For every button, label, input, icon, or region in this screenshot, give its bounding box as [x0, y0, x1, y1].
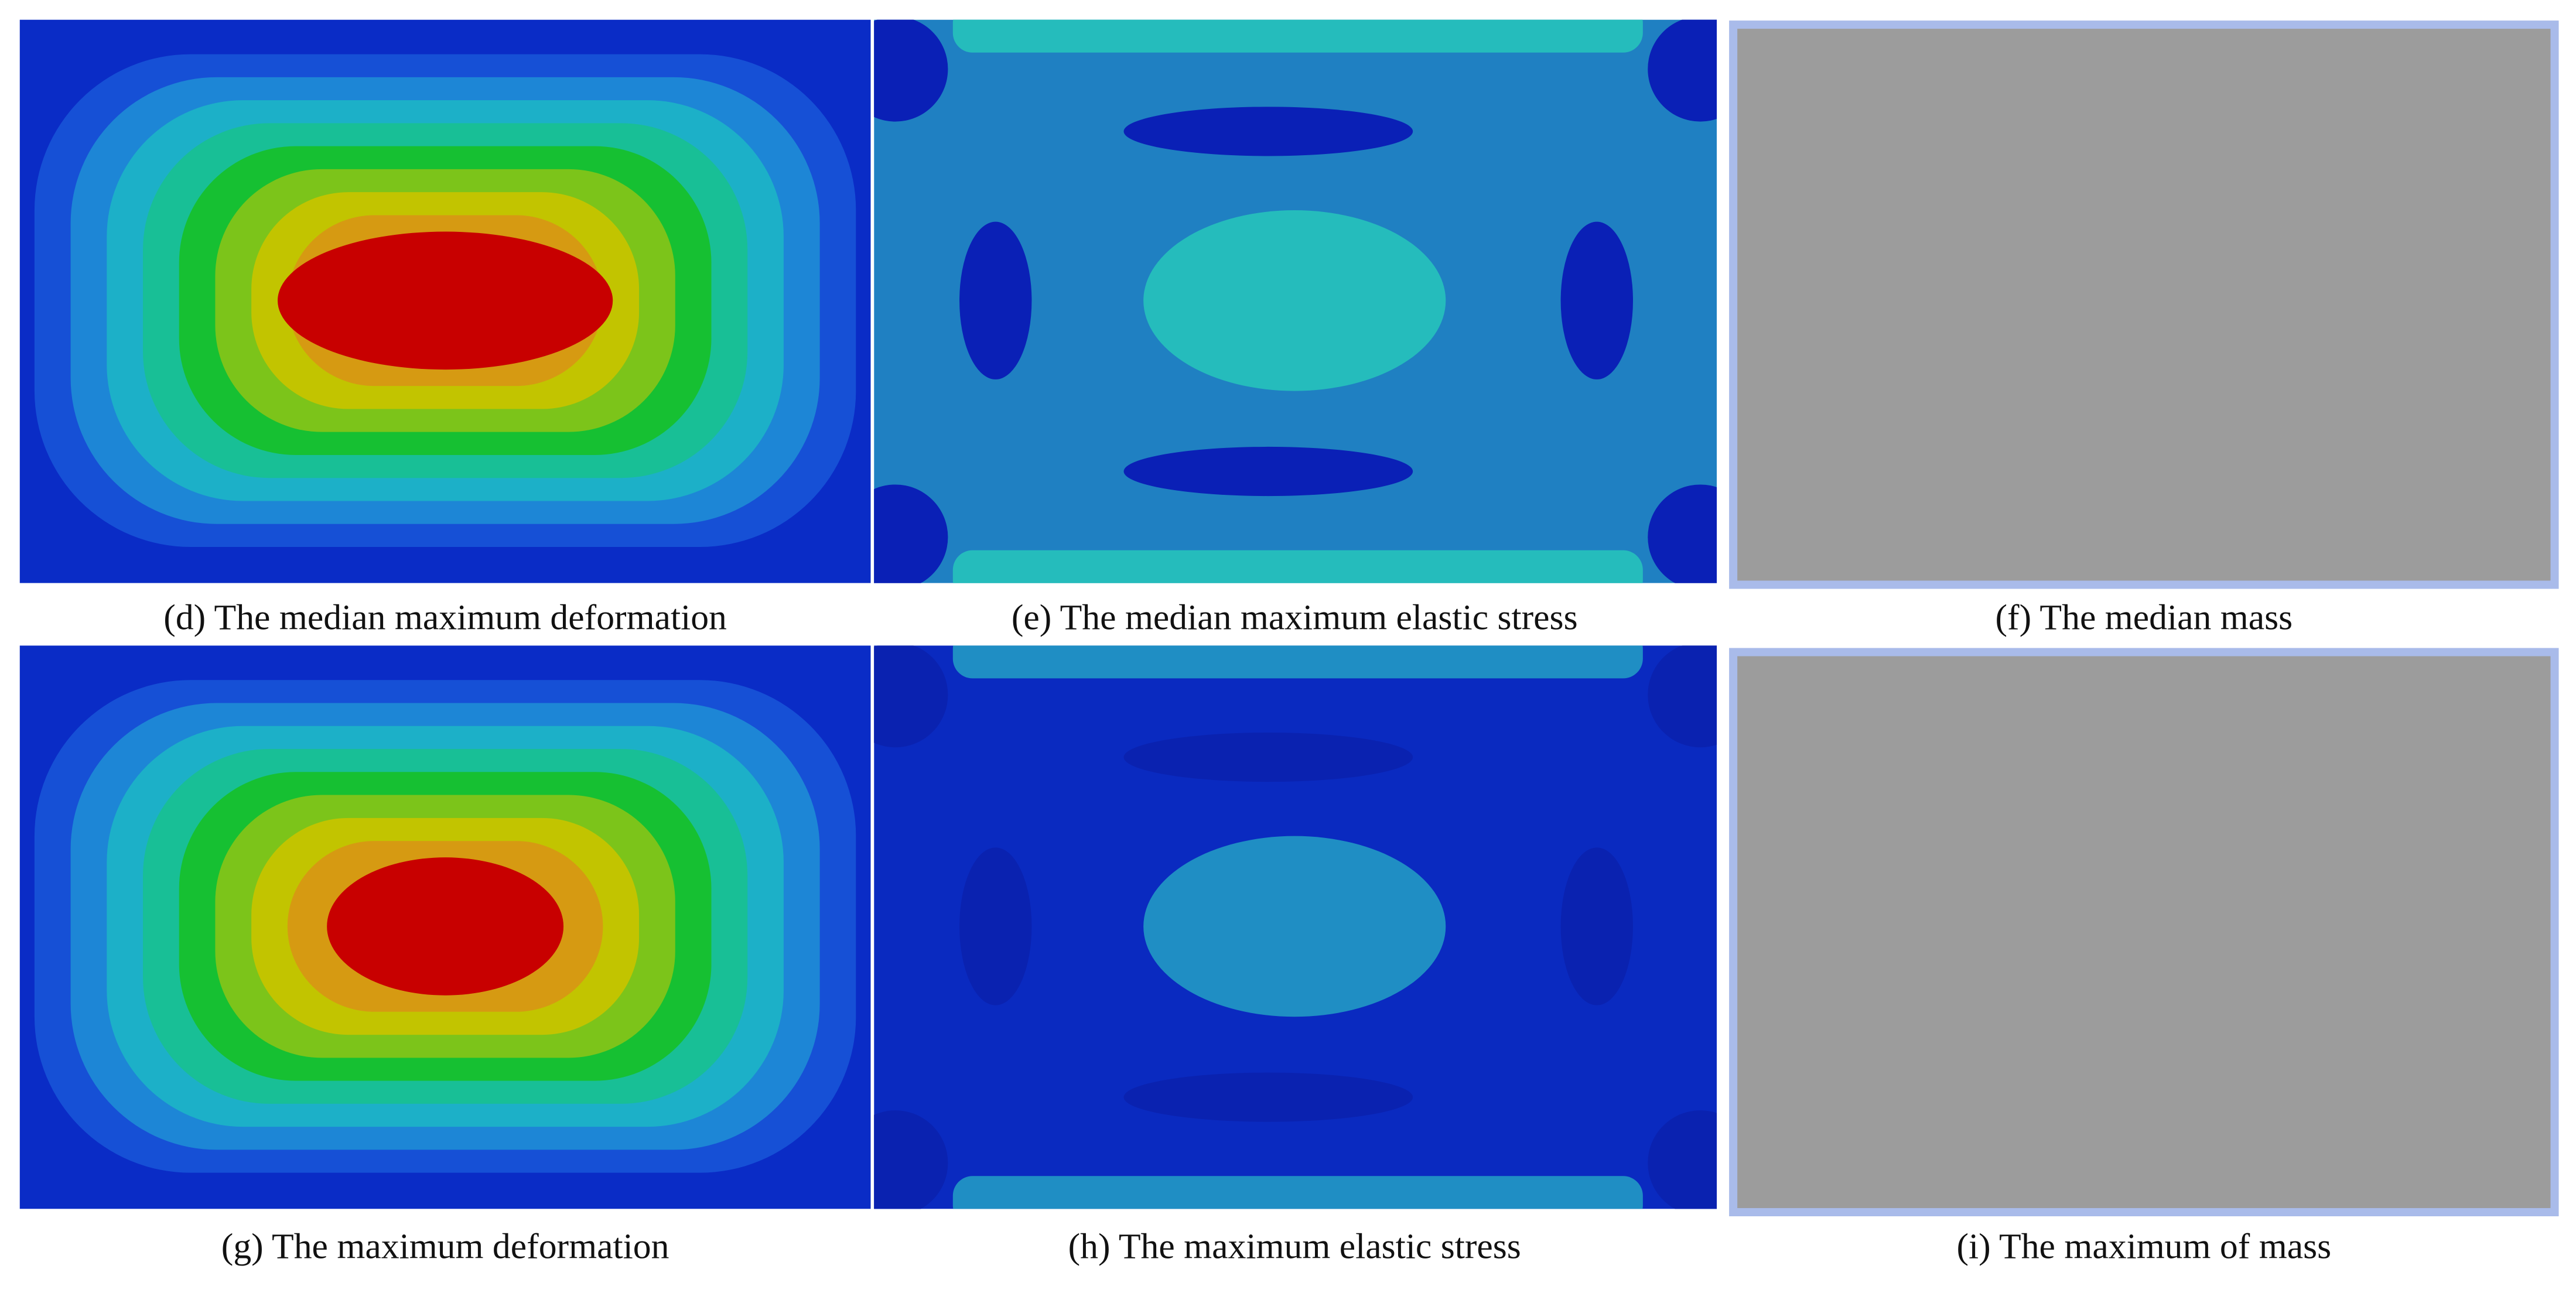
stress-region — [1648, 19, 1717, 122]
edge-band — [952, 550, 1643, 583]
stress-region — [1123, 107, 1413, 156]
stress-region — [1143, 210, 1446, 391]
edge-band — [952, 19, 1643, 53]
caption: (g) The maximum deformation — [221, 1227, 669, 1267]
edge-band — [952, 645, 1643, 679]
caption: (h) The maximum elastic stress — [1068, 1227, 1521, 1267]
panel-border — [1729, 648, 2559, 1217]
stress-region — [1123, 732, 1413, 782]
stress-region — [874, 645, 948, 748]
stress-region — [1648, 1110, 1717, 1209]
caption: (e) The median maximum elastic stress — [1012, 597, 1578, 637]
stress-region — [874, 484, 948, 583]
deformation-plot — [19, 645, 871, 1209]
panel-border — [1729, 20, 2559, 589]
stress-region — [874, 1110, 948, 1209]
deformation-plot — [19, 19, 871, 583]
caption: (f) The median mass — [1996, 597, 2293, 637]
caption: (d) The median maximum deformation — [163, 597, 727, 637]
contour-peak — [327, 857, 564, 996]
stress-region — [959, 221, 1032, 379]
stress-region — [1648, 484, 1717, 583]
caption: (i) The maximum of mass — [1957, 1227, 2332, 1267]
stress-region — [1123, 446, 1413, 497]
stress-region — [1648, 645, 1717, 748]
edge-band — [952, 1176, 1643, 1209]
stress-region — [1143, 836, 1446, 1017]
stress-region — [1560, 847, 1634, 1005]
stress-region — [1123, 1072, 1413, 1122]
stress-region — [1560, 221, 1634, 379]
stress-plot — [874, 19, 1717, 583]
stress-plot — [874, 645, 1717, 1209]
contour-peak — [278, 231, 613, 370]
stress-region — [874, 19, 948, 122]
stress-region — [959, 847, 1032, 1005]
